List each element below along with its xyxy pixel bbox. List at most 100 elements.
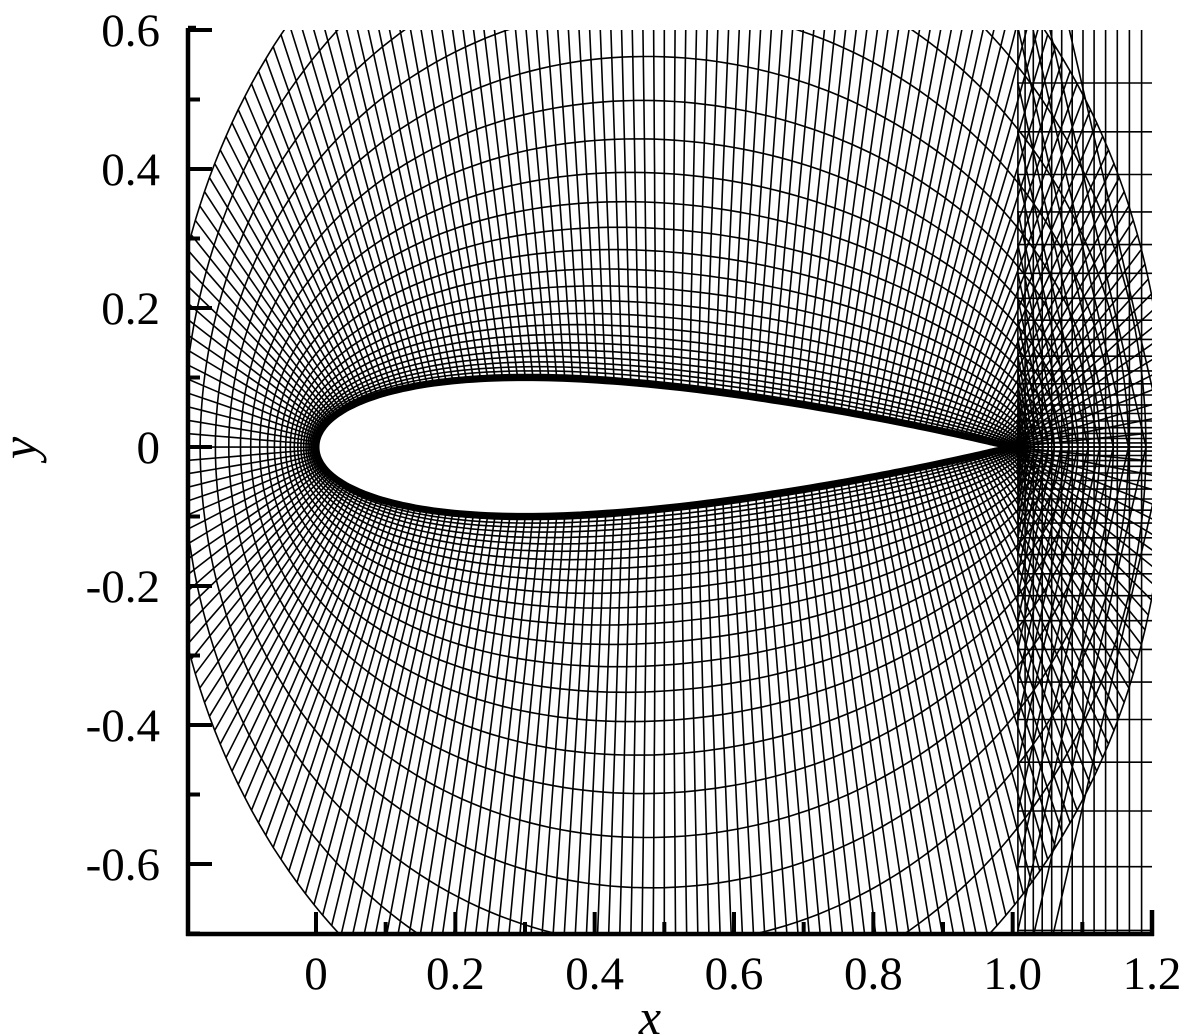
mesh-radial-line [296, 506, 411, 883]
mesh-radial-line [950, 460, 1078, 811]
mesh-radial-line [746, 30, 773, 397]
mesh-radial-line [918, 467, 1033, 883]
mesh-radial-line [722, 30, 741, 393]
mesh-radial-line [190, 463, 322, 544]
mesh-radial-line [854, 479, 933, 935]
mesh-radial-line [585, 513, 607, 935]
mesh-radial-line [335, 30, 428, 385]
computational-mesh [190, 30, 1152, 935]
x-tick-label: 0.4 [565, 948, 624, 1000]
mesh-radial-line [280, 504, 399, 860]
mesh-radial-line [713, 502, 733, 935]
mesh-radial-line [1003, 309, 1152, 446]
mesh-radial-line [237, 495, 370, 785]
mesh-radial-line [190, 234, 337, 416]
mesh-radial-line [840, 482, 910, 935]
mesh-radial-line [997, 449, 1146, 631]
mesh-radial-line [968, 135, 1104, 438]
mesh-radial-line [630, 510, 640, 935]
mesh-radial-line [203, 484, 346, 703]
mesh-radial-line [474, 516, 526, 935]
mesh-radial-line [190, 350, 322, 431]
mesh-radial-line [929, 34, 1049, 429]
mesh-radial-line [631, 30, 640, 384]
mesh-radial-line [755, 30, 783, 398]
mesh-radial-line [900, 30, 995, 423]
mesh-radial-line [652, 30, 657, 385]
mesh-radial-line [924, 466, 1041, 872]
mesh-radial-line [610, 30, 624, 382]
mesh-radial-line [451, 30, 504, 379]
mesh-radial-line [810, 487, 866, 935]
mesh-radial-line [257, 70, 384, 394]
mesh-radial-line [888, 473, 989, 935]
mesh-radial-line [1001, 448, 1152, 601]
mesh-radial-line [982, 453, 1125, 703]
mesh-radial-line [219, 490, 357, 745]
mesh-radial-line [746, 497, 777, 935]
mesh-radial-line [231, 122, 365, 401]
mesh-radial-line [225, 491, 361, 759]
mesh-radial-line [868, 30, 942, 417]
mesh-radial-line [578, 30, 599, 381]
mesh-radial-line [652, 509, 657, 935]
mesh-radial-line [301, 30, 411, 388]
mesh-radial-line [535, 30, 566, 379]
mesh-radial-line [982, 191, 1125, 441]
mesh-radial-line [231, 493, 365, 772]
mesh-radial-line [190, 455, 318, 502]
x-axis-title: x [638, 989, 661, 1036]
mesh-radial-line [1011, 446, 1152, 491]
mesh-radial-line [847, 30, 910, 413]
mesh-radial-line [618, 511, 632, 935]
mesh-radial-line [935, 46, 1057, 430]
mesh-radial-line [190, 476, 334, 643]
mesh-radial-line [493, 30, 534, 378]
mesh-radial-line [986, 205, 1130, 442]
mesh-radial-line [244, 496, 374, 798]
mesh-radial-line [508, 516, 550, 935]
mesh-radial-line [642, 30, 649, 385]
mesh-radial-line [244, 96, 374, 398]
mesh-radial-line [190, 474, 332, 625]
mesh-radial-line [190, 419, 317, 443]
mesh-radial-line [929, 465, 1049, 860]
mesh-radial-line [541, 515, 574, 935]
mesh-radial-line [472, 30, 519, 378]
mesh-radial-line [959, 458, 1092, 785]
mesh-radial-line [705, 30, 719, 391]
mesh-radial-line [237, 109, 370, 399]
mesh-radial-line [906, 469, 1016, 905]
mesh-radial-line [280, 34, 399, 390]
mesh-radial-line [875, 30, 953, 418]
mesh-radial-line [504, 30, 542, 378]
mesh-radial-line [190, 458, 319, 515]
mesh-radial-line [190, 287, 329, 422]
mesh-radial-line [208, 177, 350, 408]
mesh-radial-line [546, 30, 574, 379]
mesh-radial-line [940, 462, 1064, 836]
mesh-radial-line [190, 392, 318, 439]
mesh-radial-line [190, 472, 329, 607]
mesh-radial-line [672, 507, 677, 935]
mesh-radial-line [288, 505, 405, 872]
mesh-radial-line [351, 512, 447, 935]
mesh-radial-line [906, 30, 1006, 425]
mesh-radial-line [771, 30, 805, 401]
mesh-radial-line [552, 514, 582, 935]
mesh-radial-line [954, 96, 1085, 435]
mesh-radial-line [825, 485, 888, 935]
mesh-radial-line [935, 464, 1057, 848]
mesh-radial-line [722, 501, 744, 935]
mesh-radial-line [972, 455, 1110, 745]
mesh-radial-line [567, 30, 590, 380]
mesh-radial-line [190, 335, 323, 429]
mesh-radial-line [963, 457, 1098, 772]
x-tick-label: 1.2 [1123, 948, 1182, 1000]
mesh-radial-line [190, 365, 320, 434]
mesh-radial-line [599, 30, 615, 382]
mesh-radial-line [994, 450, 1143, 646]
mesh-radial-line [738, 30, 762, 396]
mesh-radial-line [875, 476, 966, 935]
mesh-radial-line [441, 30, 496, 379]
